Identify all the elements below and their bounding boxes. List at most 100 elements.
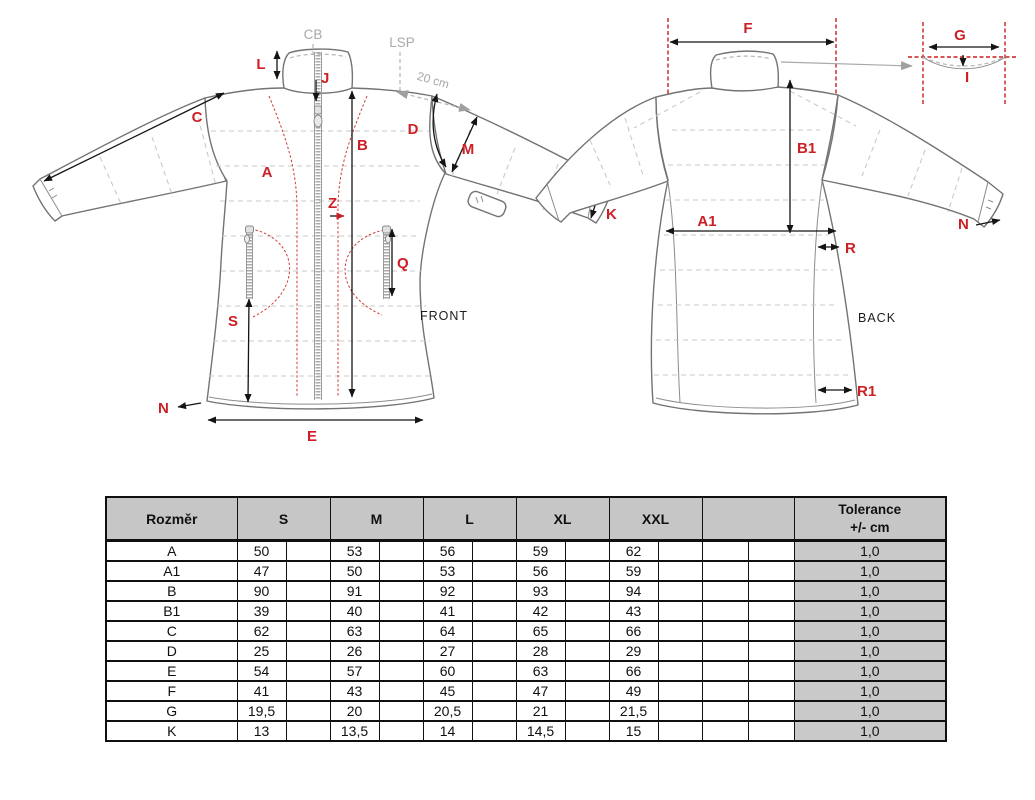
- measure-label-m: M: [462, 141, 475, 158]
- empty-cell: [378, 560, 424, 582]
- table-row: F 41 43 45 47 49 1,0: [105, 680, 947, 702]
- measure-label-f: F: [743, 20, 752, 37]
- empty-cell: [701, 720, 749, 742]
- value-cell: 47: [515, 680, 566, 702]
- pocket-left: [250, 228, 291, 318]
- empty-cell: [747, 539, 795, 562]
- empty-cell: [657, 700, 703, 722]
- empty-cell: [657, 560, 703, 582]
- tolerance-cell: 1,0: [793, 660, 947, 682]
- value-cell: 21: [515, 700, 566, 722]
- pocket-right: [344, 229, 385, 316]
- measure-label-q: Q: [397, 255, 409, 272]
- empty-cell: [378, 640, 424, 662]
- value-cell: 20: [329, 700, 380, 722]
- empty-cell: [564, 539, 610, 562]
- empty-cell: [701, 620, 749, 642]
- value-cell: 57: [329, 660, 380, 682]
- empty-cell: [701, 600, 749, 622]
- size-table: Rozměr S M L XL XXL Tolerance +/- cm A 50…: [105, 496, 948, 742]
- empty-cell: [285, 580, 331, 602]
- measure-label-a: A: [262, 164, 273, 181]
- table-row: C 62 63 64 65 66 1,0: [105, 620, 947, 642]
- table-row: A 50 53 56 59 62 1,0: [105, 539, 947, 562]
- value-cell: 92: [422, 580, 473, 602]
- empty-cell: [747, 720, 795, 742]
- empty-cell: [471, 700, 517, 722]
- empty-cell: [657, 660, 703, 682]
- empty-cell: [285, 560, 331, 582]
- back-collar: [709, 50, 780, 92]
- pocket-zipper-right: [382, 225, 391, 299]
- front-view: CB LSP 20 cm C L J A B Z D M K1 K Q S E …: [32, 27, 617, 445]
- empty-cell: [378, 680, 424, 702]
- empty-cell: [378, 600, 424, 622]
- empty-cell: [378, 620, 424, 642]
- empty-cell: [378, 700, 424, 722]
- front-caption: FRONT: [420, 309, 468, 323]
- empty-cell: [471, 539, 517, 562]
- empty-cell: [701, 700, 749, 722]
- empty-cell: [285, 600, 331, 622]
- value-cell: 50: [236, 539, 287, 562]
- empty-cell: [701, 680, 749, 702]
- value-cell: 50: [329, 560, 380, 582]
- dimension-cell: F: [105, 680, 238, 702]
- value-cell: 49: [608, 680, 659, 702]
- value-cell: 66: [608, 620, 659, 642]
- empty-cell: [285, 700, 331, 722]
- tolerance-cell: 1,0: [793, 640, 947, 662]
- value-cell: 56: [515, 560, 566, 582]
- dimension-cell: B1: [105, 600, 238, 622]
- value-cell: 21,5: [608, 700, 659, 722]
- empty-cell: [747, 680, 795, 702]
- dimension-cell: K: [105, 720, 238, 742]
- value-cell: 93: [515, 580, 566, 602]
- empty-cell: [564, 620, 610, 642]
- empty-cell: [471, 720, 517, 742]
- dimension-cell: E: [105, 660, 238, 682]
- empty-cell: [701, 660, 749, 682]
- table-row: E 54 57 60 63 66 1,0: [105, 660, 947, 682]
- measure-label-g: G: [954, 27, 966, 44]
- tolerance-cell: 1,0: [793, 620, 947, 642]
- tolerance-cell: 1,0: [793, 700, 947, 722]
- measure-label-s: S: [228, 313, 238, 330]
- value-cell: 94: [608, 580, 659, 602]
- empty-cell: [471, 580, 517, 602]
- value-cell: 27: [422, 640, 473, 662]
- empty-cell: [285, 620, 331, 642]
- dimension-cell: B: [105, 580, 238, 602]
- empty-cell: [657, 680, 703, 702]
- value-cell: 54: [236, 660, 287, 682]
- value-cell: 25: [236, 640, 287, 662]
- value-cell: 39: [236, 600, 287, 622]
- empty-cell: [564, 720, 610, 742]
- empty-cell: [285, 640, 331, 662]
- value-cell: 62: [608, 539, 659, 562]
- value-cell: 63: [515, 660, 566, 682]
- measure-label-k: K: [606, 206, 617, 223]
- empty-cell: [701, 539, 749, 562]
- empty-cell: [701, 640, 749, 662]
- tolerance-cell: 1,0: [793, 720, 947, 742]
- dimension-cell: G: [105, 700, 238, 722]
- measure-label-r1: R1: [857, 383, 876, 400]
- value-cell: 62: [236, 620, 287, 642]
- princess-seam-left: [268, 95, 298, 397]
- tolerance-cell: 1,0: [793, 560, 947, 582]
- value-cell: 66: [608, 660, 659, 682]
- empty-cell: [285, 539, 331, 562]
- dimension-cell: A1: [105, 560, 238, 582]
- measure-label-j: J: [321, 70, 329, 87]
- empty-cell: [701, 560, 749, 582]
- value-cell: 63: [329, 620, 380, 642]
- empty-cell: [657, 600, 703, 622]
- header-size-s: S: [236, 496, 331, 542]
- measure-label-a1: A1: [697, 213, 716, 230]
- sleeve-tab: [467, 190, 507, 218]
- header-row: Rozměr S M L XL XXL Tolerance +/- cm: [105, 496, 947, 542]
- measure-label-b: B: [357, 137, 368, 154]
- empty-cell: [285, 660, 331, 682]
